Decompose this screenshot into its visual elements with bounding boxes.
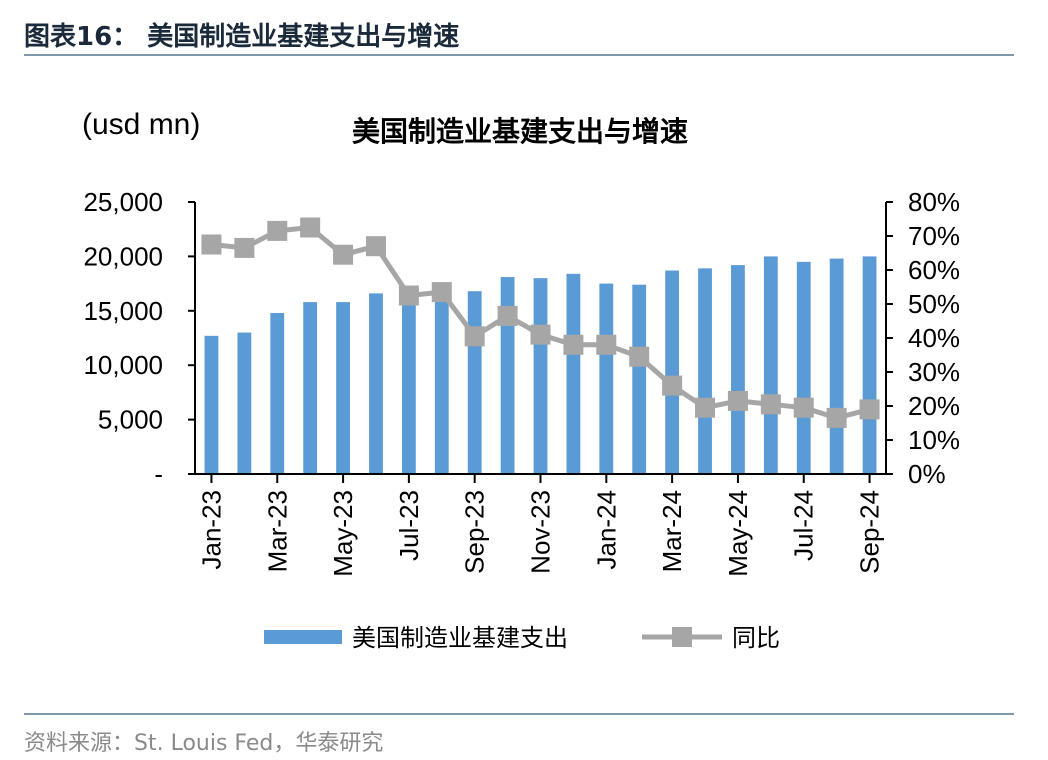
x-tick-label: Sep-24: [855, 490, 885, 574]
yoy-marker-Jan-23: [201, 234, 222, 255]
right-tick-label: 80%: [908, 187, 960, 217]
bar-Feb-23: [237, 332, 252, 474]
yoy-marker-Apr-24: [695, 397, 716, 418]
right-tick-label: 20%: [908, 391, 960, 421]
chart-title: 美国制造业基建支出与增速: [352, 115, 688, 148]
right-tick-label: 30%: [908, 357, 960, 387]
yoy-marker-Dec-23: [563, 334, 584, 355]
bar-Oct-23: [500, 277, 515, 474]
bar-Feb-24: [632, 284, 647, 474]
yoy-marker-Jul-23: [398, 285, 419, 306]
yoy-marker-Jun-24: [760, 394, 781, 415]
yoy-marker-Jan-24: [596, 334, 617, 355]
yoy-marker-Feb-23: [234, 237, 255, 258]
x-tick-label: Jul-23: [394, 490, 424, 561]
bar-Jul-23: [401, 290, 416, 474]
yoy-marker-Mar-24: [662, 375, 683, 396]
bar-Sep-24: [862, 256, 877, 474]
x-tick-label: Nov-23: [526, 490, 556, 574]
bar-Apr-23: [303, 302, 318, 474]
legend-bar-swatch: [264, 630, 342, 644]
yoy-marker-Feb-24: [629, 346, 650, 367]
right-tick-label: 0%: [908, 459, 946, 489]
yoy-marker-Mar-23: [267, 220, 288, 241]
x-tick-label: Mar-23: [262, 490, 292, 572]
axes: - 5,000 10,000 15,000 20,000 25,000 0% 10% 20% 30…: [83, 187, 960, 577]
yoy-marker-May-23: [333, 244, 354, 265]
bar-series: [204, 256, 877, 474]
x-tick-label: Jan-24: [591, 490, 621, 570]
yoy-marker-Jul-24: [793, 397, 814, 418]
right-tick-label: 10%: [908, 425, 960, 455]
right-tick-label: 60%: [908, 255, 960, 285]
left-tick-label: 25,000: [83, 187, 163, 217]
legend: 美国制造业基建支出 同比: [264, 624, 780, 652]
bar-Aug-24: [829, 258, 844, 474]
yoy-marker-Nov-23: [530, 324, 551, 345]
left-tick-label: 15,000: [83, 296, 163, 326]
yoy-marker-Aug-24: [826, 407, 847, 428]
bar-Sep-23: [467, 291, 482, 474]
figure-title: 图表16： 美国制造业基建支出与增速: [24, 22, 460, 52]
figure-header: 图表16： 美国制造业基建支出与增速: [24, 14, 1014, 56]
x-tick-label: May-23: [328, 490, 358, 577]
right-tick-label: 50%: [908, 289, 960, 319]
yoy-marker-Oct-23: [497, 305, 518, 326]
bar-Jan-24: [599, 283, 614, 474]
x-tick-label: Sep-23: [460, 490, 490, 574]
left-tick-label: 20,000: [83, 241, 163, 271]
x-tick-label: Jul-24: [789, 490, 819, 561]
legend-bar-label: 美国制造业基建支出: [352, 624, 568, 652]
left-tick-label: -: [154, 459, 163, 489]
x-tick-label: May-24: [723, 490, 753, 577]
x-tick-label: Jan-23: [196, 490, 226, 570]
yoy-marker-Sep-24: [859, 399, 880, 420]
unit-label: (usd mn): [82, 108, 200, 141]
bar-Aug-23: [434, 289, 449, 474]
bar-Dec-23: [566, 273, 581, 474]
x-tick-label: Mar-24: [657, 490, 687, 572]
yoy-marker-Jun-23: [365, 236, 386, 257]
left-tick-label: 5,000: [98, 405, 163, 435]
legend-line-label: 同比: [732, 624, 780, 652]
yoy-marker-Sep-23: [464, 326, 485, 347]
bar-Mar-24: [665, 270, 680, 474]
figure-footer: 资料来源：St. Louis Fed，华泰研究: [24, 713, 1014, 756]
bar-Jun-23: [369, 293, 383, 474]
bar-Apr-24: [698, 268, 712, 474]
source-note: 资料来源：St. Louis Fed，华泰研究: [24, 731, 384, 756]
left-tick-label: 10,000: [83, 350, 163, 380]
bar-May-23: [336, 302, 350, 474]
bar-Mar-23: [270, 312, 285, 474]
bar-Jan-23: [204, 335, 219, 474]
right-tick-label: 40%: [908, 323, 960, 353]
yoy-marker-Aug-23: [431, 282, 452, 303]
bar-Jul-24: [796, 261, 811, 474]
line-series: [201, 217, 880, 428]
yoy-marker-Apr-23: [300, 217, 321, 238]
bar-Jun-24: [763, 256, 778, 474]
bar-May-24: [731, 265, 745, 474]
right-tick-label: 70%: [908, 221, 960, 251]
legend-line-marker: [672, 627, 692, 647]
yoy-marker-May-24: [727, 390, 748, 411]
bar-Nov-23: [533, 278, 548, 474]
